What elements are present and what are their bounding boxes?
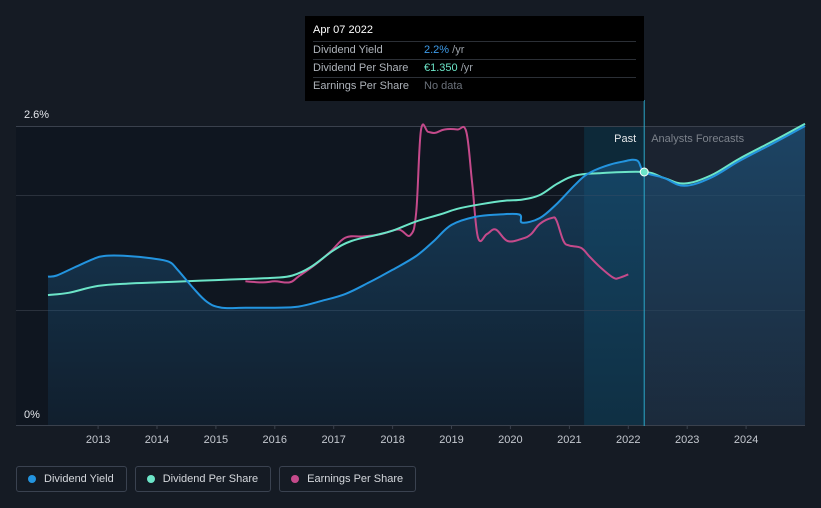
legend-label: Dividend Yield [44,473,114,485]
legend-dot-icon [28,475,36,483]
tooltip-row-name: Dividend Per Share [313,62,409,74]
tooltip-date: Apr 07 2022 [313,24,373,36]
x-tick-label: 2015 [204,434,228,446]
tooltip-row-value: €1.350 /yr [424,62,473,74]
x-tick-label: 2023 [675,434,699,446]
legend-item-dividend-yield[interactable]: Dividend Yield [16,466,127,492]
x-axis: 2013 2014 2015 2016 2017 2018 2019 2020 2021 2022… [86,425,758,446]
y-axis-label-bottom: 0% [24,409,40,421]
tooltip-row-earnings-per-share: Earnings Per Share No data [313,77,636,95]
x-tick-label: 2016 [263,434,287,446]
tooltip-row-dividend-yield: Dividend Yield 2.2% /yr [313,41,636,59]
x-tick-label: 2017 [321,434,345,446]
tooltip: Apr 07 2022 Dividend Yield 2.2% /yr Divi… [305,16,644,101]
legend-label: Dividend Per Share [162,473,259,485]
legend-label: Earnings Per Share [307,473,404,485]
tooltip-row-dividend-per-share: Dividend Per Share €1.350 /yr [313,59,636,77]
tooltip-row-name: Dividend Yield [313,44,383,56]
x-tick-label: 2018 [380,434,404,446]
forecast-label: Analysts Forecasts [651,133,744,145]
legend-dot-icon [291,475,300,483]
x-tick-label: 2021 [557,434,581,446]
x-tick-label: 2020 [498,434,522,446]
x-tick-label: 2022 [616,434,640,446]
legend-dot-icon [146,475,155,483]
dividend-yield-area [48,126,805,425]
legend-item-dividend-per-share[interactable]: Dividend Per Share [134,466,272,492]
dividend-yield-line [47,125,806,310]
now-marker[interactable] [639,167,649,177]
x-tick-label: 2013 [86,434,110,446]
tooltip-row-value: No data [424,80,463,92]
x-tick-label: 2014 [145,434,169,446]
tooltip-row-value: 2.2% /yr [424,44,465,56]
past-label: Past [614,133,636,145]
x-tick-label: 2024 [734,434,758,446]
x-tick-label: 2019 [439,434,463,446]
tooltip-row-name: Earnings Per Share [313,80,409,92]
legend: Dividend Yield Dividend Per Share Earnin… [16,466,417,492]
legend-item-earnings-per-share[interactable]: Earnings Per Share [279,466,417,492]
y-axis-label-top: 2.6% [24,109,49,121]
